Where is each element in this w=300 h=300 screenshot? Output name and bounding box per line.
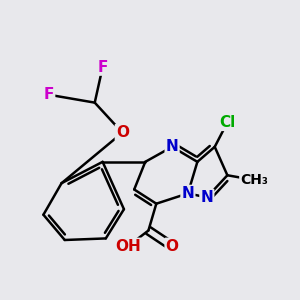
Text: Cl: Cl — [219, 115, 236, 130]
Text: O: O — [166, 239, 178, 254]
Text: F: F — [44, 87, 54, 102]
Text: N: N — [182, 186, 194, 201]
Text: N: N — [166, 139, 178, 154]
Text: OH: OH — [115, 239, 141, 254]
Text: N: N — [200, 190, 213, 205]
Text: F: F — [98, 60, 108, 75]
Text: CH₃: CH₃ — [240, 173, 268, 187]
Text: O: O — [116, 125, 129, 140]
